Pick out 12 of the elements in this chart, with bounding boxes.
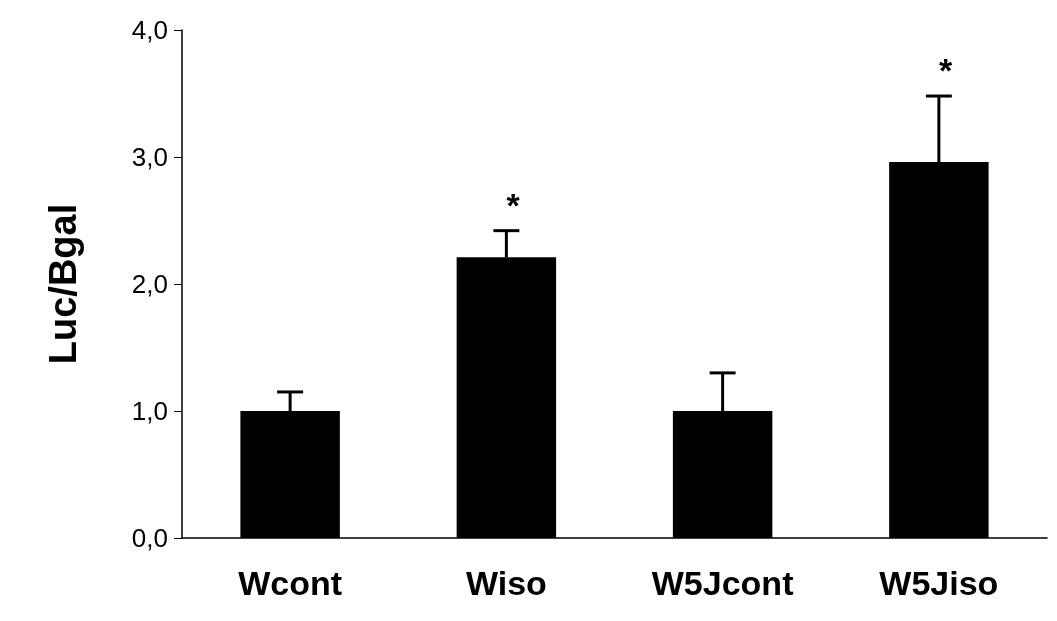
x-tick-label: Wcont	[238, 564, 343, 602]
x-tick-label: Wiso	[465, 564, 547, 602]
x-tick-label: W5Jcont	[651, 564, 794, 602]
y-tick-label: 2,0	[131, 269, 168, 299]
x-tick-label: W5Jiso	[879, 564, 999, 602]
data-label: *	[506, 185, 521, 224]
y-tick-label: 3,0	[131, 142, 168, 172]
y-tick-label: 1,0	[131, 396, 168, 426]
data-label: *	[938, 51, 953, 90]
y-tick-label: 0,0	[131, 523, 168, 553]
y-tick-label: 4,0	[131, 15, 168, 45]
y-axis-title: Luc/Bgal	[42, 203, 84, 365]
